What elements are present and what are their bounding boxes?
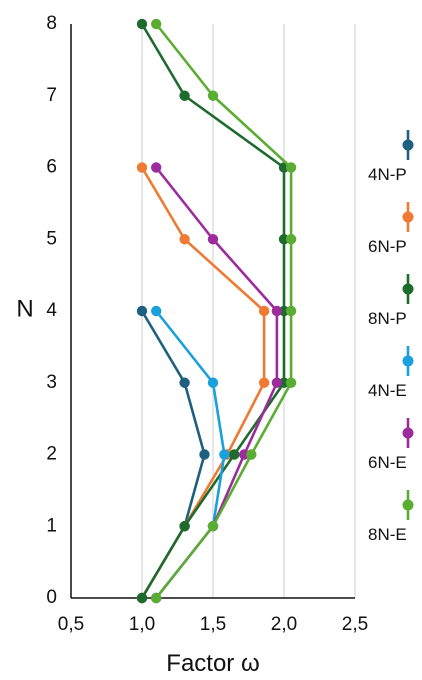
legend-marker [402, 139, 414, 151]
legend-item-4n-p: 4N-P [368, 130, 414, 184]
legend-label: 4N-P [368, 165, 407, 184]
series-line-6n-p [140, 166, 266, 599]
y-tick-label: 2 [46, 444, 57, 465]
data-point-4n-p [136, 305, 148, 317]
legend-item-4n-e: 4N-E [368, 346, 414, 400]
data-point-6n-e [271, 305, 283, 317]
series-line-8n-e [155, 23, 293, 599]
data-point-8n-p [179, 521, 190, 532]
data-point-6n-p [179, 234, 190, 245]
legend-marker [402, 499, 414, 511]
legend-label: 6N-P [368, 237, 407, 256]
data-point-6n-e [207, 234, 219, 245]
series-4n-e [151, 305, 230, 604]
data-point-8n-p [136, 18, 148, 30]
x-tick-label: 1,0 [129, 614, 155, 635]
data-point-8n-e [285, 377, 297, 388]
legend-item-8n-e: 8N-E [368, 490, 414, 544]
data-point-8n-e [285, 234, 297, 245]
legend-marker [402, 283, 414, 295]
data-point-8n-e [207, 521, 219, 532]
legend-marker [402, 355, 414, 367]
y-tick-label: 1 [46, 515, 57, 536]
y-tick-label: 4 [46, 300, 57, 321]
y-tick-label: 3 [46, 372, 57, 393]
data-point-6n-p [258, 377, 270, 388]
legend-item-8n-p: 8N-P [368, 274, 414, 328]
data-point-6n-p [136, 162, 148, 173]
data-point-4n-p [199, 449, 210, 460]
x-tick-label: 0,5 [58, 614, 84, 635]
legend: 4N-P 6N-P 8N-P 4N-E 6N-E 8N-E [368, 130, 414, 544]
legend-label: 8N-P [368, 309, 407, 328]
legend-marker [402, 427, 414, 439]
legend-item-6n-e: 6N-E [368, 418, 414, 472]
legend-item-6n-p: 6N-P [368, 202, 414, 256]
y-tick-label: 6 [46, 157, 57, 178]
tick-labels: 0,5 1,0 1,5 2,0 2,5 0 1 2 3 4 5 6 7 8 [46, 13, 368, 635]
data-point-8n-e [207, 90, 219, 101]
data-point-8n-e [285, 162, 297, 173]
y-axis-label: N [16, 295, 33, 322]
data-point-6n-e [271, 377, 283, 388]
series-layer [136, 18, 297, 604]
x-tick-label: 2,5 [342, 614, 368, 635]
legend-label: 4N-E [368, 381, 407, 400]
y-tick-label: 0 [46, 587, 57, 608]
data-point-8n-e [151, 18, 162, 30]
y-tick-label: 8 [46, 13, 57, 34]
y-tick-label: 7 [46, 85, 57, 106]
grid [70, 24, 356, 599]
data-point-6n-p [258, 305, 270, 317]
series-8n-e [151, 18, 297, 604]
data-point-8n-p [229, 449, 240, 460]
data-point-8n-e [285, 305, 297, 317]
legend-marker [402, 211, 414, 223]
data-point-4n-p [179, 377, 190, 388]
data-point-4n-e [207, 377, 219, 388]
legend-label: 6N-E [368, 453, 407, 472]
legend-label: 8N-E [368, 525, 407, 544]
x-tick-label: 2,0 [271, 614, 297, 635]
data-point-6n-e [151, 162, 162, 173]
data-point-8n-p [136, 592, 148, 604]
series-4n-p [136, 305, 210, 604]
x-axis-label: Factor ω [166, 650, 259, 677]
data-point-4n-e [151, 305, 162, 317]
data-point-8n-e [151, 592, 162, 604]
data-point-8n-p [179, 90, 190, 101]
data-point-8n-e [246, 449, 257, 460]
series-line-4n-p [140, 310, 206, 599]
y-tick-label: 5 [46, 228, 57, 249]
x-tick-label: 1,5 [200, 614, 226, 635]
data-point-4n-e [219, 449, 230, 460]
